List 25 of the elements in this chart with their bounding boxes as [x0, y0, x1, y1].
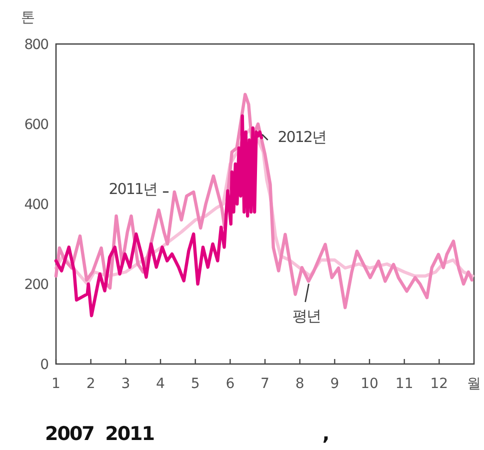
- x-tick-label: 6: [226, 376, 235, 392]
- x-tick-label: 7: [260, 376, 270, 392]
- text: 2007 2011 ,: [45, 423, 329, 445]
- x-axis-title: 월: [467, 376, 481, 392]
- x-tick-label: 1: [52, 376, 60, 392]
- y-tick-label: 0: [40, 357, 48, 373]
- x-tick-label: 4: [156, 376, 166, 392]
- y-tick-label: 400: [24, 197, 48, 213]
- line-series: [54, 114, 264, 318]
- y-tick-label: 200: [24, 277, 48, 293]
- x-tick-label: 9: [330, 376, 340, 392]
- x-tick-label: 11: [395, 376, 414, 392]
- x-tick-label: 5: [190, 376, 200, 392]
- annotation: 2012년: [278, 128, 326, 146]
- x-tick-label: 3: [121, 376, 130, 392]
- y-tick-label: 600: [24, 117, 48, 133]
- x-tick-label: 10: [360, 376, 378, 392]
- annotation: 2011년: [108, 180, 157, 198]
- annotation: 평년: [292, 307, 320, 325]
- y-axis-title: 톤: [21, 10, 35, 26]
- x-tick-label: 2: [86, 376, 96, 392]
- line-series: [54, 92, 474, 310]
- x-tick-label: 8: [295, 376, 304, 392]
- y-tick-label: 800: [24, 37, 48, 53]
- x-tick-label: 12: [430, 376, 448, 392]
